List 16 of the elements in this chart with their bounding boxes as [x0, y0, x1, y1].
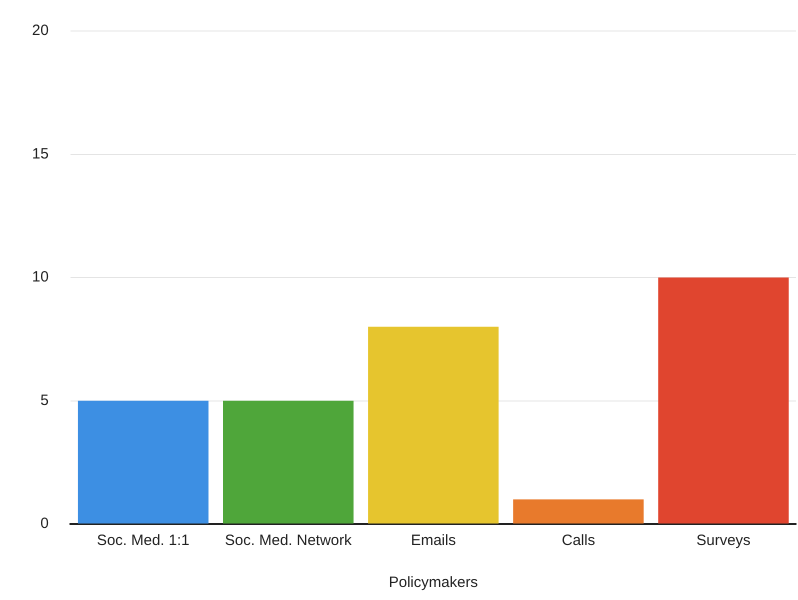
x-tick-label: Emails [410, 532, 456, 550]
bar [513, 499, 644, 524]
bar [223, 400, 354, 524]
x-tick-label: Surveys [696, 532, 751, 550]
y-tick-label: 20 [32, 22, 49, 40]
bar [78, 400, 208, 524]
x-tick-label: Calls [562, 532, 596, 550]
x-tick-label: Soc. Med. Network [224, 532, 352, 550]
y-tick-label: 15 [32, 145, 49, 162]
bar [658, 278, 789, 524]
bar [368, 326, 499, 524]
x-axis-title: Policymakers [388, 574, 478, 592]
y-tick-label: 5 [40, 392, 49, 409]
x-tick-label: Soc. Med. 1:1 [96, 532, 190, 550]
y-tick-label: 0 [40, 515, 49, 532]
y-tick-label: 10 [32, 268, 49, 286]
